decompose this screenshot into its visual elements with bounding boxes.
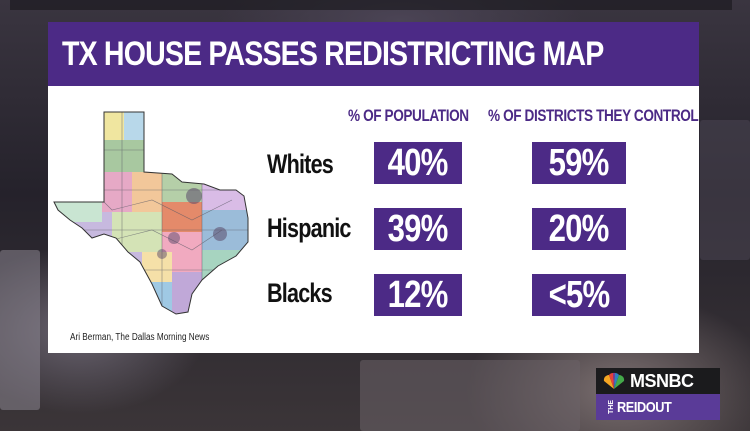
headline-title: TX HOUSE PASSES REDISTRICTING MAP [62, 34, 604, 73]
show-prefix: THE [608, 400, 615, 414]
districts-value-blacks: <5% [532, 274, 626, 316]
population-value-hispanic: 39% [374, 208, 462, 250]
source-credit: Ari Berman, The Dallas Morning News [70, 332, 210, 343]
show-name: REIDOUT [617, 398, 672, 416]
show-band: THE REIDOUT [596, 394, 720, 420]
row-label-whites: Whites [267, 149, 334, 179]
headline-banner: TX HOUSE PASSES REDISTRICTING MAP [48, 22, 699, 86]
population-value-blacks: 12% [374, 274, 462, 316]
network-logo: MSNBC THE REIDOUT [596, 368, 720, 420]
background-window [700, 120, 750, 260]
population-value-whites: 40% [374, 142, 462, 184]
districts-value-whites: 59% [532, 142, 626, 184]
row-label-blacks: Blacks [267, 278, 333, 308]
row-label-hispanic: Hispanic [267, 213, 351, 243]
peacock-icon [603, 372, 625, 389]
texas-district-map-icon [53, 111, 249, 315]
column-header-districts: % OF DISTRICTS THEY CONTROL [488, 106, 699, 125]
network-logo-bar: MSNBC [596, 368, 720, 394]
background-window [360, 360, 580, 431]
graphic-card: TX HOUSE PASSES REDISTRICTING MAP [48, 22, 699, 353]
districts-value-hispanic: 20% [532, 208, 626, 250]
column-header-population: % OF POPULATION [348, 106, 469, 125]
background-window [0, 250, 40, 410]
network-name: MSNBC [630, 370, 694, 391]
frame-edge [10, 0, 732, 10]
